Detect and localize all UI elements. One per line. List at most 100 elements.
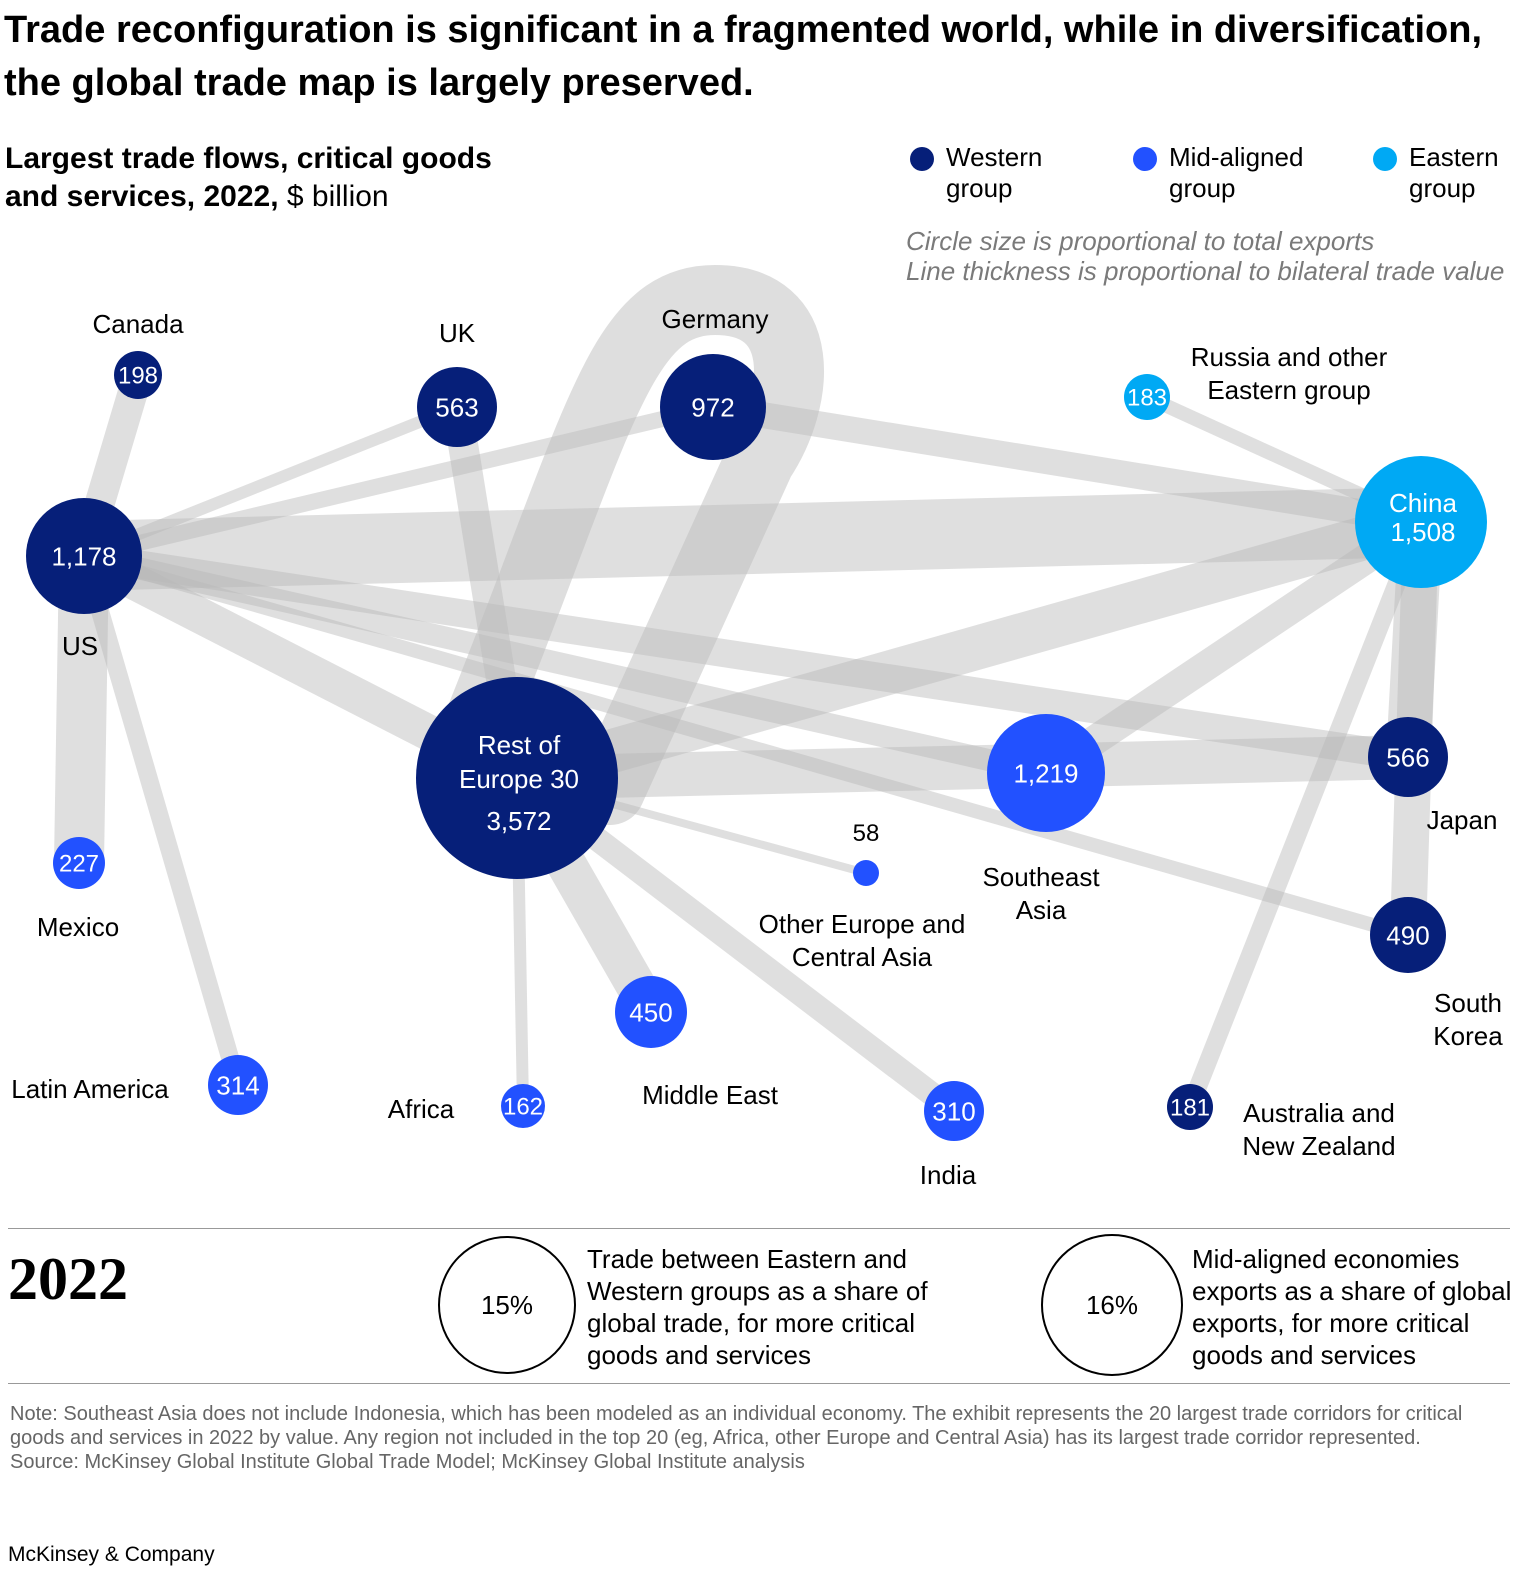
node-value: 198 (118, 363, 158, 390)
node-label: Japan (1427, 805, 1498, 835)
node-label: Middle East (642, 1080, 779, 1110)
node-label: US (62, 631, 98, 661)
node-circle (416, 677, 618, 879)
node-value: 58 (853, 820, 880, 847)
node-label: New Zealand (1242, 1131, 1395, 1161)
stat-ring-1: 15% (438, 1236, 576, 1374)
trade-flow-us-korea (82, 549, 1410, 942)
node-circle (1370, 897, 1446, 973)
node-value: 310 (932, 1096, 975, 1126)
node-circle (53, 837, 105, 889)
node-value: 314 (216, 1070, 259, 1100)
divider (8, 1228, 1510, 1229)
node-value: 563 (435, 392, 478, 422)
node-uk: 563 UK (417, 318, 497, 447)
node-label: Southeast (982, 862, 1100, 892)
note-text: Note: Southeast Asia does not include In… (10, 1403, 1463, 1449)
subtitle-unit: $ billion (278, 180, 389, 213)
node-circle (1355, 456, 1487, 588)
node-value: 3,572 (486, 806, 551, 836)
legend-dot (1133, 147, 1157, 171)
node-circle (660, 354, 766, 460)
source-text: Source: McKinsey Global Institute Global… (10, 1451, 805, 1473)
stat-text-2: Mid-aligned economies exports as a share… (1192, 1244, 1512, 1370)
node-value: 181 (1170, 1095, 1210, 1122)
node-label: UK (439, 318, 476, 348)
trade-network: 198 Canada 563 UK 972 Germany 183 Russia and ot… (11, 264, 1503, 1190)
node-label: Latin America (11, 1074, 169, 1104)
node-circle (114, 351, 162, 399)
node-label: Mexico (37, 912, 119, 942)
node-circle (615, 976, 687, 1048)
node-latam: 314 Latin America (11, 1055, 268, 1115)
node-label: Other Europe and (759, 909, 966, 939)
stat-ring-2: 16% (1041, 1234, 1183, 1376)
node-circle (26, 498, 142, 614)
node-value: 183 (1127, 385, 1167, 412)
node-circle (924, 1081, 984, 1141)
stat-text-1: Trade between Eastern and Western groups… (587, 1244, 928, 1370)
node-circle (853, 860, 879, 886)
node-circle (501, 1084, 545, 1128)
node-india: 310 India (920, 1081, 984, 1190)
divider (8, 1383, 1510, 1384)
node-me: 450 Middle East (615, 976, 779, 1110)
node-value: 1,219 (1013, 758, 1078, 788)
node-circle (208, 1055, 268, 1115)
chart-subtitle: Largest trade flows, critical goods and … (5, 140, 525, 216)
legend-mid: Mid-aligned group (1133, 142, 1319, 204)
trade-flow-china-sea (1037, 509, 1430, 786)
legend-eastern: Eastern group (1373, 142, 1519, 204)
trade-flow-roe-japan (516, 735, 1409, 800)
node-value: 162 (503, 1094, 543, 1121)
node-label: Africa (388, 1094, 455, 1124)
trade-flow-us-japan (81, 542, 1411, 771)
exhibit-title: Trade reconfiguration is significant in … (4, 9, 1483, 104)
legend-western: Western group (910, 142, 1066, 204)
node-circle (987, 714, 1105, 832)
legend-dot (1373, 147, 1397, 171)
year-label: 2022 (8, 1246, 128, 1312)
node-value: 1,508 (1390, 517, 1455, 547)
trade-flow-china-roe (511, 500, 1427, 800)
subtitle-bold: Largest trade flows, critical goods and … (5, 142, 492, 213)
node-circle (1368, 717, 1448, 797)
node-label: South (1434, 988, 1502, 1018)
node-value: 490 (1386, 920, 1429, 950)
node-circle (1167, 1084, 1213, 1130)
node-label: India (920, 1160, 977, 1190)
node-us: 1,178 US (26, 498, 142, 661)
legend-label: Mid-aligned group (1169, 142, 1304, 203)
node-canada: 198 Canada (92, 309, 184, 399)
node-value: 1,178 (51, 541, 116, 571)
node-value: 227 (59, 851, 99, 878)
trade-flow-germany-china (710, 394, 1424, 535)
trade-flow-china-anz (1181, 518, 1430, 1111)
node-label: Asia (1016, 895, 1067, 925)
node-label: Russia and other (1191, 342, 1388, 372)
node-japan: 566 Japan (1368, 717, 1497, 835)
trade-flow-us-uk (81, 401, 460, 562)
legend-label: Eastern group (1409, 142, 1499, 203)
note-line: Circle size is proportional to total exp… (906, 226, 1375, 256)
node-value: 972 (691, 392, 734, 422)
brand-logo: McKinsey & Company (8, 1543, 215, 1566)
node-circle (417, 367, 497, 447)
trade-flow-us-sea (81, 545, 1049, 784)
node-label: Central Asia (792, 942, 933, 972)
note-line: Line thickness is proportional to bilate… (906, 256, 1505, 286)
legend-label: Western group (946, 142, 1043, 203)
node-africa: 162 Africa (388, 1084, 545, 1128)
node-label: Rest of (478, 730, 561, 760)
node-value: 450 (629, 997, 672, 1027)
node-label: Germany (662, 304, 769, 334)
node-label: Canada (92, 309, 184, 339)
node-roe: Rest of Europe 30 3,572 (416, 677, 618, 879)
